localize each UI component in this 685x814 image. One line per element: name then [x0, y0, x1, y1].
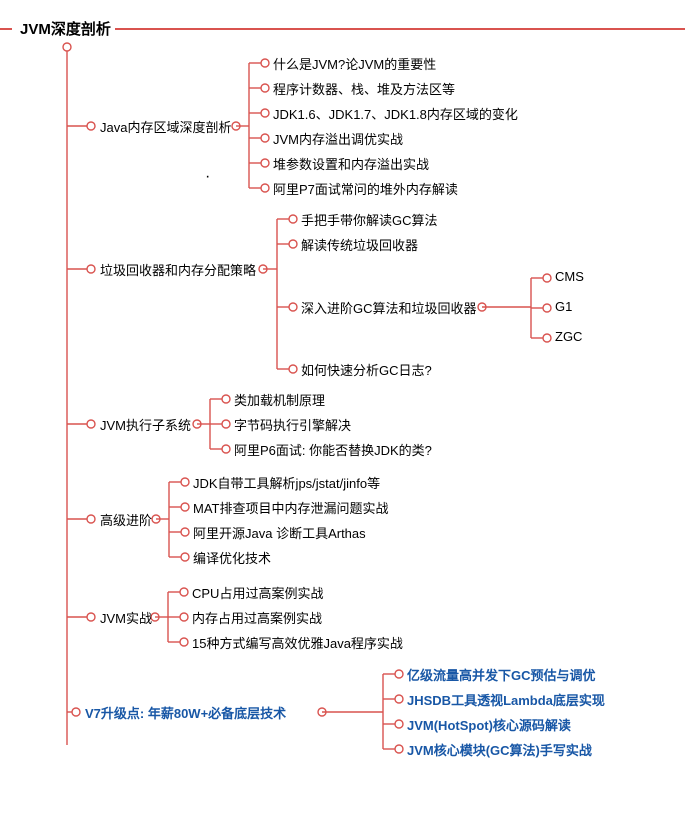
branch-label: V7升级点: 年薪80W+必备底层技术 [85, 703, 286, 722]
title-rule-right [115, 28, 685, 30]
stray-dot: · [205, 168, 210, 186]
leaf-label: 手把手带你解读GC算法 [301, 210, 438, 229]
leaf-label: 堆参数设置和内存溢出实战 [273, 154, 429, 173]
leaf-label: MAT排查项目中内存泄漏问题实战 [193, 498, 388, 517]
branch-label: 高级进阶 [100, 510, 152, 529]
leaf-label: JVM(HotSpot)核心源码解读 [407, 715, 571, 734]
leaf-label: JHSDB工具透视Lambda底层实现 [407, 690, 605, 709]
page-title: JVM深度剖析 [12, 18, 115, 39]
leaf-label: G1 [555, 299, 572, 314]
leaf-label: 阿里P7面试常问的堆外内存解读 [273, 179, 458, 198]
leaf-label: 深入进阶GC算法和垃圾回收器 [301, 298, 477, 317]
leaf-label: 程序计数器、栈、堆及方法区等 [273, 79, 455, 98]
leaf-label: 什么是JVM?论JVM的重要性 [273, 54, 436, 73]
leaf-label: 字节码执行引擎解决 [234, 415, 351, 434]
title-rule-left [0, 28, 12, 30]
leaf-label: JDK1.6、JDK1.7、JDK1.8内存区域的变化 [273, 104, 518, 123]
title-bar: JVM深度剖析 [0, 18, 685, 39]
leaf-label: JDK自带工具解析jps/jstat/jinfo等 [193, 473, 380, 492]
leaf-label: 解读传统垃圾回收器 [301, 235, 418, 254]
leaf-label: CMS [555, 269, 584, 284]
branch-label: 垃圾回收器和内存分配策略 [100, 260, 256, 279]
leaf-label: JVM核心模块(GC算法)手写实战 [407, 740, 592, 759]
branch-label: JVM实战 [100, 608, 152, 627]
leaf-label: 内存占用过高案例实战 [192, 608, 322, 627]
leaf-label: 如何快速分析GC日志? [301, 360, 432, 379]
leaf-label: JVM内存溢出调优实战 [273, 129, 403, 148]
leaf-label: 阿里P6面试: 你能否替换JDK的类? [234, 440, 432, 459]
leaf-label: CPU占用过高案例实战 [192, 583, 323, 602]
leaf-label: ZGC [555, 329, 582, 344]
mindmap-root: JVM深度剖析 Java内存区域深度剖析 什么是JVM?论JVM的重要性程序计数器… [0, 0, 685, 814]
leaf-label: 编译优化技术 [193, 548, 271, 567]
leaf-label: 类加载机制原理 [234, 390, 325, 409]
branch-label: Java内存区域深度剖析 [100, 117, 231, 136]
leaf-label: 15种方式编写高效优雅Java程序实战 [192, 633, 403, 652]
leaf-label: 亿级流量高并发下GC预估与调优 [407, 665, 596, 684]
branch-label: JVM执行子系统 [100, 415, 191, 434]
leaf-label: 阿里开源Java 诊断工具Arthas [193, 523, 366, 542]
